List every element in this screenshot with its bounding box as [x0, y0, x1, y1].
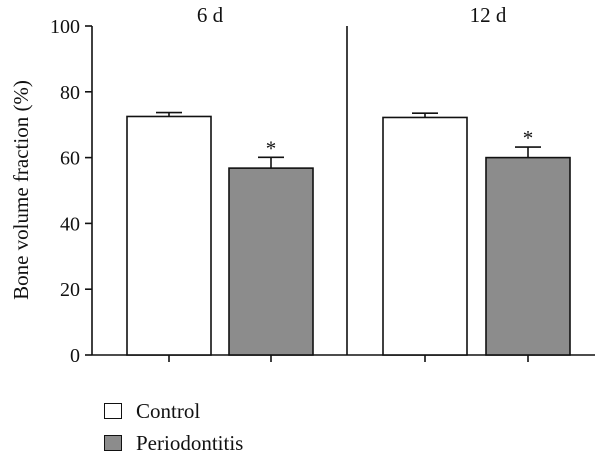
y-tick-label: 80 [60, 82, 80, 104]
legend-label-periodontitis: Periodontitis [136, 430, 244, 455]
bar-periodontitis [228, 167, 314, 356]
y-axis-label: Bone volume fraction (%) [9, 80, 33, 300]
y-tick-label: 100 [50, 16, 80, 38]
significance-marker: * [523, 126, 534, 150]
bar-control [382, 116, 468, 356]
legend-item-periodontitis: Periodontitis [104, 428, 243, 458]
bar-control [126, 115, 212, 356]
significance-marker: * [266, 136, 277, 160]
y-tick-label: 0 [70, 345, 80, 367]
y-tick-label: 60 [60, 148, 80, 170]
legend-item-control: Control [104, 396, 243, 426]
legend-swatch-control [104, 403, 122, 419]
y-tick-label: 40 [60, 213, 80, 235]
legend: Control Periodontitis [104, 396, 243, 460]
legend-label-control: Control [136, 398, 201, 423]
panel-title: 6 d [197, 3, 224, 27]
legend-swatch-periodontitis [104, 435, 122, 451]
bar-periodontitis [485, 156, 571, 356]
panel-title: 12 d [470, 3, 507, 27]
y-tick-label: 20 [60, 279, 80, 301]
